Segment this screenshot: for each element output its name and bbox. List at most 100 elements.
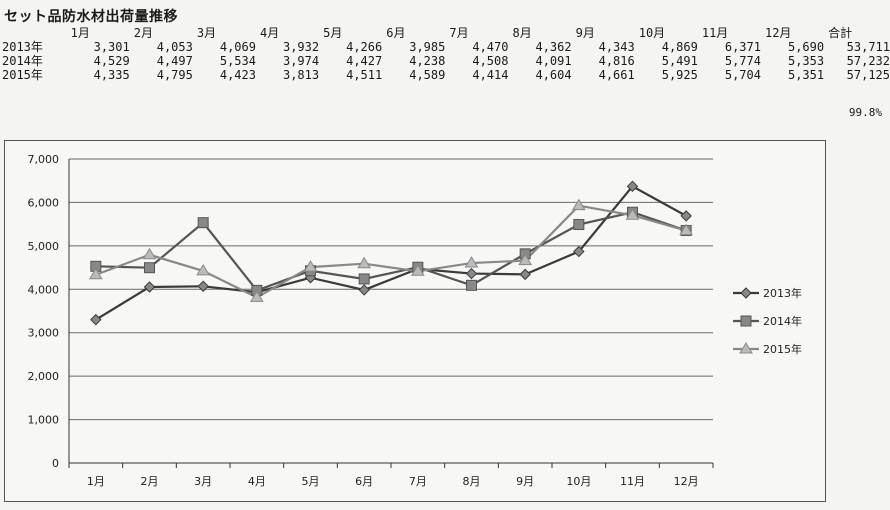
legend-label: 2015年 <box>763 342 802 356</box>
series-line-2014年 <box>95 211 687 292</box>
table-cell: 3,932 <box>282 40 320 54</box>
data-point-2015年 <box>679 223 694 236</box>
total-cell: 57,232 <box>846 54 890 68</box>
total-cell: 57,125 <box>846 68 890 82</box>
data-point-2015年 <box>249 290 264 302</box>
data-point-2015年 <box>88 267 103 280</box>
data-point-2013年 <box>680 210 692 222</box>
legend-marker <box>740 315 752 327</box>
data-point-2015年 <box>464 256 479 268</box>
line-chart: 0 1,000 2,000 3,000 4,000 5,000 6,000 7,000 1月 2月… <box>28 153 803 488</box>
x-tick-label: 11月 <box>620 475 645 488</box>
shipment-table: 1月 2月 3月 4月 5月 6月 7月 8月 9月 10月 11月 12月 合… <box>2 26 890 82</box>
column-header: 11月 <box>701 26 729 40</box>
row-label: 2014年 <box>2 54 43 68</box>
column-header: 1月 <box>70 26 90 40</box>
table-cell: 5,353 <box>787 54 825 68</box>
data-point-2015年 <box>518 253 533 266</box>
x-tick-label: 5月 <box>302 475 320 488</box>
column-header: 4月 <box>259 26 280 40</box>
row-label: 2013年 <box>2 40 43 54</box>
row-label: 2015年 <box>2 68 43 82</box>
table-row: 2014年 4,529 4,497 5,534 3,974 4,427 4,238 4,508… <box>2 54 890 68</box>
legend-label: 2014年 <box>763 314 802 328</box>
table-row: 2013年 3,301 4,053 4,069 3,932 4,266 3,985 4,470… <box>2 40 890 54</box>
y-tick-label: 0 <box>52 457 59 470</box>
table-cell: 4,604 <box>535 68 572 82</box>
x-tick-label: 8月 <box>463 475 481 488</box>
table-cell: 4,816 <box>598 54 635 68</box>
y-tick-label: 4,000 <box>28 283 60 296</box>
table-cell: 4,529 <box>93 54 130 68</box>
table-cell: 4,343 <box>598 40 635 54</box>
series-line-2015年 <box>95 204 687 299</box>
data-point-2014年 <box>573 219 585 231</box>
data-point-2013年 <box>90 313 102 326</box>
table-cell: 5,351 <box>787 68 825 82</box>
table-cell: 5,690 <box>787 40 825 54</box>
table-cell: 4,091 <box>535 54 572 68</box>
column-header: 9月 <box>575 26 595 40</box>
table-cell: 4,470 <box>472 40 509 54</box>
y-tick-label: 2,000 <box>28 370 60 383</box>
legend-marker <box>740 287 752 299</box>
table-cell: 5,925 <box>661 68 698 82</box>
table-row: 2015年 4,335 4,795 4,423 3,813 4,511 4,589 4,414… <box>2 68 890 82</box>
table-cell: 6,371 <box>724 40 761 54</box>
table-cell: 5,704 <box>724 68 761 82</box>
table-cell: 4,589 <box>409 68 446 82</box>
table-cell: 3,985 <box>409 40 446 54</box>
data-point-2014年 <box>466 279 477 291</box>
table-cell: 4,508 <box>472 54 509 68</box>
data-point-2015年 <box>357 256 372 269</box>
column-header: 8月 <box>512 26 532 40</box>
table-cell: 3,974 <box>282 54 320 68</box>
y-tick-label: 5,000 <box>28 240 60 253</box>
y-tick-label: 6,000 <box>28 196 60 209</box>
table-cell: 5,534 <box>219 54 256 68</box>
data-point-2013年 <box>143 281 156 293</box>
data-point-2013年 <box>358 284 370 296</box>
chart-area: 0 1,000 2,000 3,000 4,000 5,000 6,000 7,000 1月 2月… <box>4 140 826 502</box>
column-header: 2月 <box>133 26 153 40</box>
x-tick-label: 10月 <box>566 475 591 488</box>
table-cell: 4,053 <box>156 40 193 54</box>
data-point-2015年 <box>196 263 211 276</box>
corner-cell <box>2 26 67 40</box>
column-header: 10月 <box>638 26 666 40</box>
x-tick-label: 3月 <box>194 475 212 488</box>
column-header: 5月 <box>323 26 343 40</box>
total-cell: 53,711 <box>846 40 890 54</box>
y-tick-label: 7,000 <box>28 153 60 166</box>
table-cell: 4,335 <box>93 68 130 82</box>
y-tick-label: 1,000 <box>28 414 60 427</box>
data-point-2013年 <box>626 180 639 193</box>
table-cell: 4,511 <box>346 68 383 82</box>
table-cell: 3,813 <box>282 68 320 82</box>
x-tick-label: 6月 <box>355 475 373 488</box>
data-point-2014年 <box>358 273 370 285</box>
column-header: 6月 <box>386 26 406 40</box>
legend-marker <box>739 342 753 354</box>
legend-label: 2013年 <box>763 286 802 300</box>
page-title: セット品防水材出荷量推移 <box>4 9 178 25</box>
column-header: 3月 <box>196 26 217 40</box>
data-point-2013年 <box>519 268 531 281</box>
table-cell: 4,427 <box>346 54 383 68</box>
data-point-2013年 <box>573 245 585 258</box>
table-cell: 4,661 <box>598 68 635 82</box>
x-tick-label: 9月 <box>516 475 534 488</box>
table-cell: 3,301 <box>93 40 130 54</box>
x-tick-label: 4月 <box>248 475 266 488</box>
column-header: 12月 <box>764 26 792 40</box>
x-tick-label: 2月 <box>141 475 159 488</box>
table-cell: 5,774 <box>724 54 761 68</box>
table-cell: 4,869 <box>661 40 698 54</box>
table-cell: 4,362 <box>535 40 572 54</box>
series-line-2013年 <box>95 184 687 321</box>
x-tick-label: 1月 <box>87 475 105 488</box>
data-point-2015年 <box>142 247 157 260</box>
column-header: 7月 <box>449 26 469 40</box>
column-header: 合計 <box>828 26 853 40</box>
table-cell: 4,238 <box>409 54 446 68</box>
